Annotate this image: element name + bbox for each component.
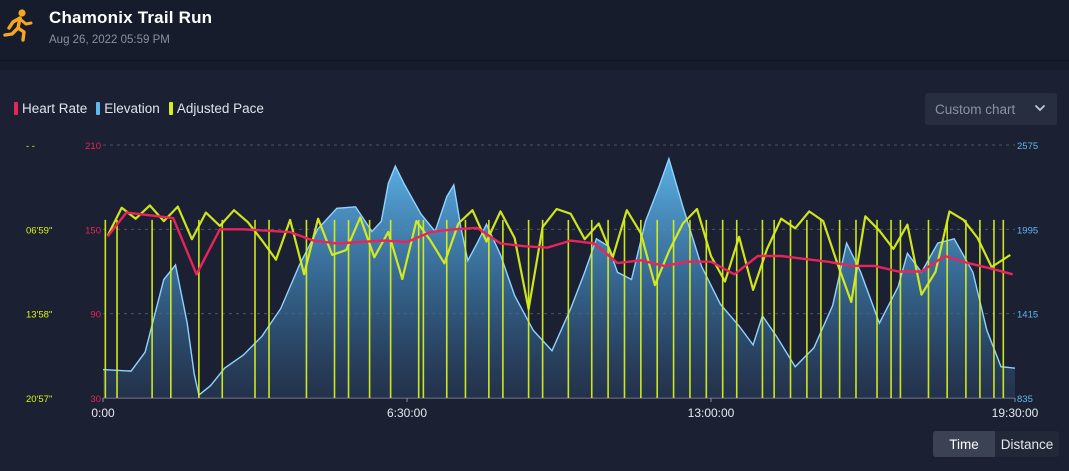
legend-label: Heart Rate bbox=[22, 101, 88, 116]
elevation-tick-label: 1995 bbox=[1017, 225, 1038, 236]
pace-tick-label: 20'57" bbox=[26, 394, 52, 405]
x-tick-label: 19:30:00 bbox=[992, 406, 1039, 420]
chart-type-dropdown[interactable]: Custom chart bbox=[925, 93, 1057, 125]
x-axis-toggle: Time Distance bbox=[933, 431, 1059, 457]
runner-icon bbox=[0, 6, 36, 44]
legend-label: Adjusted Pace bbox=[176, 101, 264, 116]
legend-swatch bbox=[14, 102, 18, 115]
activity-title: Chamonix Trail Run bbox=[49, 8, 213, 27]
toggle-distance-button[interactable]: Distance bbox=[995, 431, 1059, 457]
hr-tick-label: 210 bbox=[85, 141, 101, 152]
pace-tick-label: 13'58" bbox=[26, 310, 52, 321]
hr-tick-label: 30 bbox=[90, 394, 101, 405]
legend-swatch bbox=[168, 102, 173, 115]
toggle-time-button[interactable]: Time bbox=[933, 431, 995, 457]
heart-rate-series bbox=[106, 211, 1014, 276]
elevation-tick-label: 1415 bbox=[1017, 310, 1038, 321]
legend-label: Elevation bbox=[104, 101, 160, 116]
elevation-tick-label: 835 bbox=[1017, 394, 1033, 405]
pace-tick-label: 06'59" bbox=[26, 225, 52, 236]
hr-tick-label: 90 bbox=[90, 310, 101, 321]
legend-swatch bbox=[96, 102, 101, 115]
activity-date: Aug 26, 2022 05:59 PM bbox=[49, 34, 170, 46]
hr-tick-label: 150 bbox=[85, 225, 101, 236]
chart-legend: Heart Rate Elevation Adjusted Pace bbox=[14, 101, 264, 116]
heart-rate-line bbox=[106, 211, 1014, 276]
activity-header: Chamonix Trail Run Aug 26, 2022 05:59 PM bbox=[0, 0, 1069, 61]
legend-item-elevation[interactable]: Elevation bbox=[96, 101, 160, 116]
axis-labels: 30 90 150 210 20'57" 13'58" 06'59" - - 835 1415 19… bbox=[26, 141, 1039, 420]
pace-tick-label: - - bbox=[26, 141, 35, 152]
x-tick-label: 13:00:00 bbox=[688, 406, 735, 420]
pace-series bbox=[104, 204, 1011, 398]
x-tick-label: 0:00 bbox=[91, 406, 115, 420]
chevron-down-icon bbox=[1033, 101, 1047, 118]
dropdown-label: Custom chart bbox=[935, 101, 1016, 117]
x-tick-label: 6:30:00 bbox=[387, 406, 427, 420]
legend-item-adjusted-pace[interactable]: Adjusted Pace bbox=[168, 101, 264, 116]
elevation-series bbox=[102, 156, 1016, 398]
elevation-area bbox=[103, 158, 1015, 398]
legend-item-heart-rate[interactable]: Heart Rate bbox=[14, 101, 87, 116]
pace-line bbox=[106, 204, 1011, 311]
elevation-tick-label: 2575 bbox=[1017, 141, 1038, 152]
